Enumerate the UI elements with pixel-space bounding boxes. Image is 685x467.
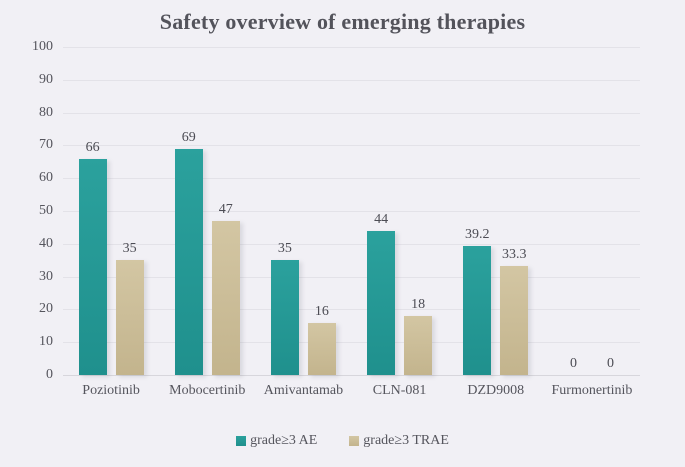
bar-value-label: 16 (314, 303, 329, 319)
bar-cln-081-series-0: 44 (367, 212, 396, 375)
legend-item-series-1: grade≥3 TRAE (349, 433, 449, 449)
y-tick-label: 0 (46, 367, 53, 382)
legend-swatch-icon (349, 436, 360, 446)
y-tick-label: 20 (39, 301, 53, 317)
bar-cln-081-series-1: 18 (404, 297, 433, 375)
y-tick-label: 10 (39, 334, 53, 350)
gridline-100 (63, 47, 640, 48)
bar-value-label: 66 (85, 139, 100, 155)
bar-value-label: 35 (122, 241, 137, 257)
y-tick-label: 40 (39, 235, 53, 251)
bar-group-mobocertinib: 69 47 (159, 47, 255, 375)
x-category-label: Poziotinib (82, 383, 140, 398)
x-category-label: Amivantamab (263, 383, 344, 398)
bar-amivantamab-series-1: 16 (307, 304, 336, 375)
gridline-60 (63, 178, 640, 180)
bar-mobocertinib-series-0: 69 (174, 130, 203, 375)
gridline-50 (63, 211, 640, 212)
gridline-20 (63, 309, 640, 311)
bar-groups: 66 35 69 47 35 16 44 18 39.2 33.3 0 0 (63, 47, 640, 375)
bar-mobocertinib-series-1: 47 (211, 202, 240, 375)
gridline-30 (63, 276, 640, 278)
y-tick-label: 50 (39, 203, 53, 218)
bar-value-label: 39.2 (465, 227, 490, 243)
bar-value-label: 35 (277, 241, 292, 257)
y-tick-label: 60 (39, 170, 53, 186)
x-category-label: DZD9008 (467, 383, 525, 398)
legend-swatch-icon (236, 436, 247, 446)
bar-value-label: 18 (411, 296, 426, 312)
y-tick-label: 80 (39, 104, 53, 120)
y-tick-label: 30 (39, 268, 53, 284)
x-axis-labels: Poziotinib Mobocertinib Amivantamab CLN-081… (63, 375, 640, 399)
bar-value-label: 47 (218, 201, 233, 217)
bar-poziotinib-series-1: 35 (115, 241, 144, 375)
bar-group-dzd9008: 39.2 33.3 (448, 47, 544, 375)
gridline-10 (63, 342, 640, 344)
bar-dzd9008-series-0: 39.2 (463, 227, 492, 375)
gridline-70 (63, 145, 640, 147)
bar-value-label: 0 (569, 356, 577, 371)
bar-poziotinib-series-0: 66 (78, 140, 107, 375)
gridline-40 (63, 243, 640, 245)
bar-value-label: 33.3 (502, 246, 527, 262)
chart-title: Safety overview of emerging therapies (159, 9, 526, 34)
legend: grade≥3 AE grade≥3 TRAE (0, 433, 685, 449)
bar-value-label: 44 (374, 211, 389, 227)
x-category-label: CLN-081 (372, 383, 427, 398)
y-tick-label: 70 (39, 137, 53, 153)
bar-value-label: 69 (181, 129, 196, 145)
y-tick-label: 90 (39, 71, 53, 87)
bar-value-label: 0 (606, 356, 614, 371)
bar-group-poziotinib: 66 35 (63, 47, 159, 375)
gridline-0 (63, 375, 640, 376)
x-category-label: Mobocertinib (169, 383, 246, 398)
legend-label: grade≥3 AE (250, 433, 318, 448)
bar-group-cln-081: 44 18 (352, 47, 448, 375)
gridline-80 (63, 112, 640, 114)
plot-area: 0 10 20 30 40 50 60 70 80 90 100 66 35 69 47 35 16 44 18 3… (32, 39, 640, 398)
legend-label: grade≥3 TRAE (363, 433, 449, 448)
y-tick-label: 100 (32, 39, 53, 54)
bar-dzd9008-series-1: 33.3 (500, 247, 529, 375)
bar-group-amivantamab: 35 16 (255, 47, 351, 375)
gridline-90 (63, 79, 640, 81)
legend-item-series-0: grade≥3 AE (236, 433, 317, 449)
bar-amivantamab-series-0: 35 (270, 241, 299, 375)
x-category-label: Furmonertinib (551, 383, 633, 398)
